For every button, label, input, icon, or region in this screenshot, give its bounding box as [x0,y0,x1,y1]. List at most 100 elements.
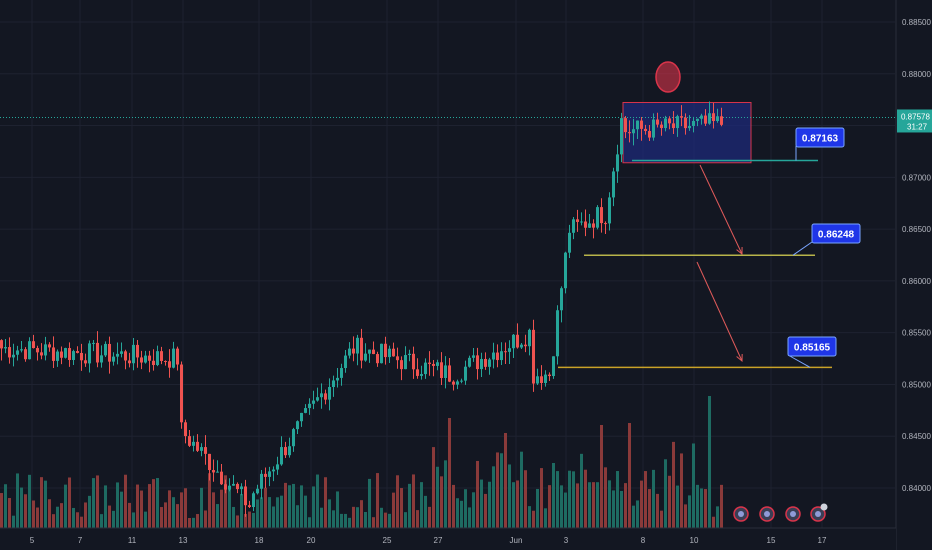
volume-bar [384,512,387,528]
projection-arrow[interactable] [699,164,743,255]
candle-body [268,471,271,477]
candle-body [432,363,435,366]
level-callout-label: 0.86248 [818,230,855,241]
candle-body [472,355,475,358]
candle-body [44,344,47,356]
volume-bar [192,517,195,528]
volume-bar [220,489,223,528]
volume-bar [460,500,463,528]
volume-bar [152,479,155,528]
candle-body [568,232,571,253]
candle-body [428,362,431,364]
price-axis[interactable]: 0.885000.880000.875000.870000.865000.860… [895,0,932,550]
volume-bar [556,471,559,528]
volume-bar [108,505,111,528]
candle-body [468,357,471,367]
volume-bar [44,480,47,528]
candle-body [696,118,699,121]
price-tick-label: 0.88500 [902,18,931,27]
volume-bar [372,517,375,528]
candle-body [244,486,247,506]
candle-body [360,337,363,361]
volume-bar [584,469,587,528]
candle-body [440,362,443,378]
volume-bar [480,479,483,528]
volume-bar [72,507,75,528]
price-axis-bg [896,0,932,550]
volume-bar [388,513,391,528]
candle-body [560,288,563,311]
volume-bar [400,488,403,528]
range-box[interactable] [622,101,752,164]
candle-body [388,348,391,358]
volume-bar [116,482,119,528]
level-callout[interactable] [787,336,837,357]
candle-body [348,348,351,356]
volume-bar [532,510,535,528]
volume-bar [64,484,67,528]
projection-arrow[interactable] [696,261,743,362]
event-icon-dot [738,511,744,517]
candle-body [116,353,119,357]
volume-bar [408,483,411,528]
volume-bar [324,477,327,528]
peak-circle-marker[interactable] [655,61,681,93]
time-tick-label: 7 [78,536,83,545]
candle-body [136,344,139,358]
volume-bar [632,505,635,528]
candle-body [192,441,195,446]
candle-body [536,376,539,384]
volume-bar [148,484,151,528]
time-tick-label: 17 [818,536,827,545]
volume-bar [332,510,335,528]
volume-bar [20,487,23,528]
level-callout[interactable] [795,127,845,148]
volume-bar [696,484,699,528]
candle-body [252,493,255,508]
candle-body [720,116,723,125]
candle-body [140,357,143,363]
candle-body [564,252,567,289]
level-callout[interactable] [811,223,861,244]
candle-body [504,351,507,353]
volume-bar [456,498,459,528]
candle-body [400,360,403,370]
volume-bar [572,471,575,528]
candle-body [588,223,591,228]
candle-body [120,351,123,354]
volume-bar [628,423,631,528]
volume-bar [380,507,383,528]
candle-body [684,117,687,129]
candle-body [112,356,115,362]
volume-bar [272,506,275,528]
candle-body [100,355,103,363]
volume-bar [684,504,687,528]
volume-bar [500,453,503,528]
volume-bar [592,482,595,528]
volume-bar [0,493,3,528]
candle-body [8,347,11,358]
candle-body [640,120,643,129]
volume-bar [312,486,315,528]
volume-bar [12,515,15,528]
time-axis[interactable]: 5 7 11 13 18 20 25 27 Jun 3 8 10 15 17 [0,527,896,550]
candle-body [124,351,127,361]
time-tick-label: 18 [255,536,264,545]
candle-body [488,359,491,367]
volume-bar [104,485,107,528]
volume-bar [160,507,163,528]
volume-bar [292,483,295,528]
volume-bar [544,508,547,528]
volume-bar [232,506,235,528]
volume-bar [440,476,443,528]
candle-body [172,348,175,368]
volume-bar [444,460,447,528]
candle-body [688,125,691,129]
candle-body [368,349,371,354]
candle-body [92,342,95,344]
volume-bar [488,481,491,528]
price-tick-label: 0.86000 [902,277,931,286]
candle-body [168,361,171,368]
volume-bar [680,453,683,528]
